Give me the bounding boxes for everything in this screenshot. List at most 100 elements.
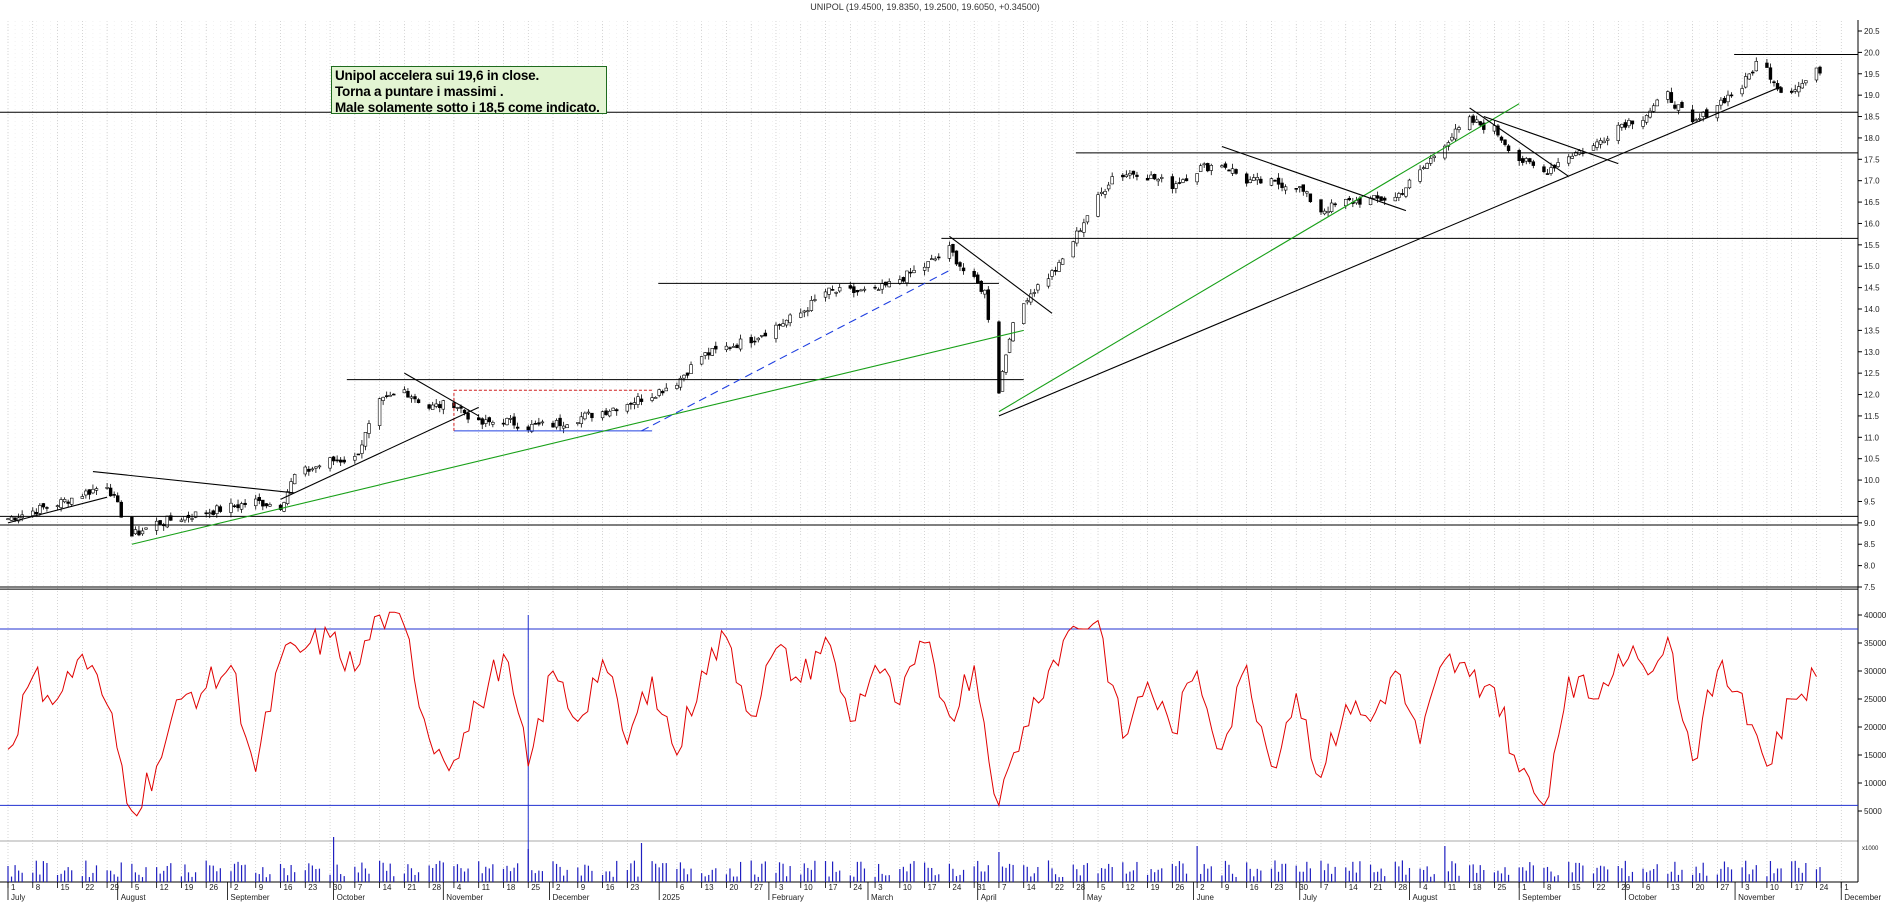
- candle-body: [1429, 157, 1433, 164]
- candle-body: [1206, 163, 1210, 172]
- x-month-label: November: [446, 893, 483, 902]
- candle-body: [781, 323, 785, 327]
- x-tick-label: 8: [36, 883, 41, 892]
- x-tick-label: 3: [878, 883, 883, 892]
- price-y-tick-label: 14.0: [1864, 305, 1880, 314]
- x-tick-label: 18: [1473, 883, 1482, 892]
- trendline: [131, 329, 1024, 545]
- x-month-label: August: [121, 893, 147, 902]
- candle-body: [1007, 338, 1012, 353]
- candle-body: [353, 456, 357, 461]
- candle-body: [1071, 241, 1075, 258]
- candle-body: [912, 269, 916, 274]
- candle-body: [515, 426, 520, 429]
- candle-body: [951, 244, 955, 253]
- candle-body: [1276, 177, 1281, 185]
- candle-body: [1669, 92, 1674, 103]
- price-y-tick-label: 17.5: [1864, 155, 1880, 164]
- x-tick-label: 10: [1770, 883, 1779, 892]
- x-month-label: December: [1844, 893, 1881, 902]
- candle-body: [710, 348, 714, 356]
- candle-body: [1598, 140, 1603, 145]
- candle-body: [303, 466, 307, 475]
- candle-body: [1400, 193, 1405, 195]
- candle-body: [1722, 97, 1727, 104]
- candle-body: [859, 289, 863, 292]
- price-y-tick-label: 18.0: [1864, 134, 1880, 143]
- candle-body: [289, 481, 293, 494]
- x-tick-label: 14: [1349, 883, 1358, 892]
- candle-body: [41, 503, 46, 508]
- candle-body: [1319, 199, 1323, 213]
- candle-body: [501, 422, 506, 425]
- candle-body: [119, 501, 123, 518]
- candle-body: [1432, 155, 1436, 158]
- candle-body: [243, 502, 247, 505]
- candle-body: [158, 520, 162, 525]
- candle-body: [1616, 124, 1620, 141]
- candle-body: [307, 468, 311, 472]
- candle-body: [1198, 165, 1203, 172]
- candles-group: [6, 57, 1822, 537]
- candle-body: [1184, 178, 1189, 182]
- candle-body: [1124, 174, 1129, 177]
- candle-body: [661, 390, 665, 394]
- candle-body: [232, 505, 237, 508]
- trendline: [404, 372, 479, 417]
- candle-body: [1202, 163, 1206, 166]
- candle-body: [1333, 203, 1337, 206]
- x-month-label: February: [772, 893, 804, 902]
- candle-body: [87, 489, 92, 495]
- candle-body: [615, 409, 619, 412]
- candle-body: [1294, 188, 1298, 190]
- x-tick-label: 19: [1151, 883, 1160, 892]
- candle-body: [1103, 191, 1107, 195]
- candle-body: [526, 426, 530, 431]
- candle-body: [1152, 173, 1157, 180]
- x-tick-label: 2: [1200, 883, 1205, 892]
- candle-body: [1726, 94, 1730, 103]
- candle-body: [1648, 110, 1652, 118]
- candle-body: [763, 332, 768, 337]
- candle-body: [809, 300, 814, 311]
- candle-body: [239, 503, 244, 510]
- candle-body: [901, 277, 906, 282]
- x-month-label: July: [11, 893, 25, 902]
- candle-body: [837, 287, 842, 292]
- candle-body: [788, 314, 792, 324]
- trendline: [1483, 116, 1619, 165]
- x-month-label: November: [1738, 893, 1775, 902]
- candle-body: [328, 457, 332, 469]
- candle-body: [926, 261, 930, 268]
- candle-body: [1602, 140, 1606, 144]
- x-month-label: September: [1522, 893, 1561, 902]
- x-tick-label: 23: [1274, 883, 1283, 892]
- candle-body: [381, 396, 385, 401]
- candle-body: [1060, 258, 1065, 265]
- candle-body: [1050, 270, 1054, 277]
- candle-body: [1298, 186, 1302, 188]
- candle-body: [130, 516, 134, 537]
- trendline: [280, 406, 479, 500]
- candle-body: [1057, 262, 1061, 272]
- candle-body: [1121, 174, 1125, 178]
- candle-body: [958, 262, 962, 267]
- candle-body: [392, 393, 396, 396]
- x-tick-label: 4: [1423, 883, 1428, 892]
- x-tick-label: 23: [308, 883, 317, 892]
- trendline: [998, 103, 1520, 413]
- price-y-tick-label: 11.5: [1864, 412, 1880, 421]
- candle-body: [55, 505, 60, 507]
- x-tick-label: 16: [606, 883, 615, 892]
- x-tick-label: 26: [209, 883, 218, 892]
- candle-body: [1301, 184, 1305, 192]
- candle-body: [9, 516, 14, 521]
- candle-body: [852, 286, 856, 293]
- candle-body: [806, 310, 810, 313]
- candle-body: [1085, 215, 1090, 223]
- candle-body: [1517, 150, 1521, 162]
- candle-body: [1096, 194, 1100, 217]
- x-tick-label: 28: [432, 883, 441, 892]
- osc-y-tick-label: 10000: [1864, 779, 1887, 788]
- candle-body: [1329, 202, 1334, 212]
